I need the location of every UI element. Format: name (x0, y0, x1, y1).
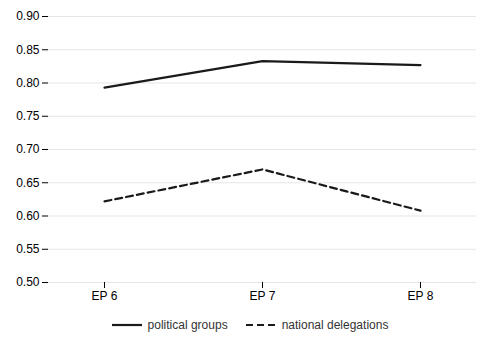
svg-text:EP 6: EP 6 (92, 289, 118, 303)
svg-text:EP 8: EP 8 (408, 289, 434, 303)
svg-text:0.85: 0.85 (16, 43, 40, 57)
html-text:political groups: political groups (147, 318, 228, 332)
svg-text:EP 7: EP 7 (250, 289, 276, 303)
svg-text:0.50: 0.50 (16, 275, 40, 289)
svg-text:0.75: 0.75 (16, 109, 40, 123)
svg-text:0.65: 0.65 (16, 176, 40, 190)
svg-text:0.70: 0.70 (16, 142, 40, 156)
svg-text:0.80: 0.80 (16, 76, 40, 90)
svg-text:0.60: 0.60 (16, 209, 40, 223)
svg-text:0.90: 0.90 (16, 9, 40, 23)
svg-text:0.55: 0.55 (16, 242, 40, 256)
html-text:national delegations: national delegations (281, 318, 389, 332)
